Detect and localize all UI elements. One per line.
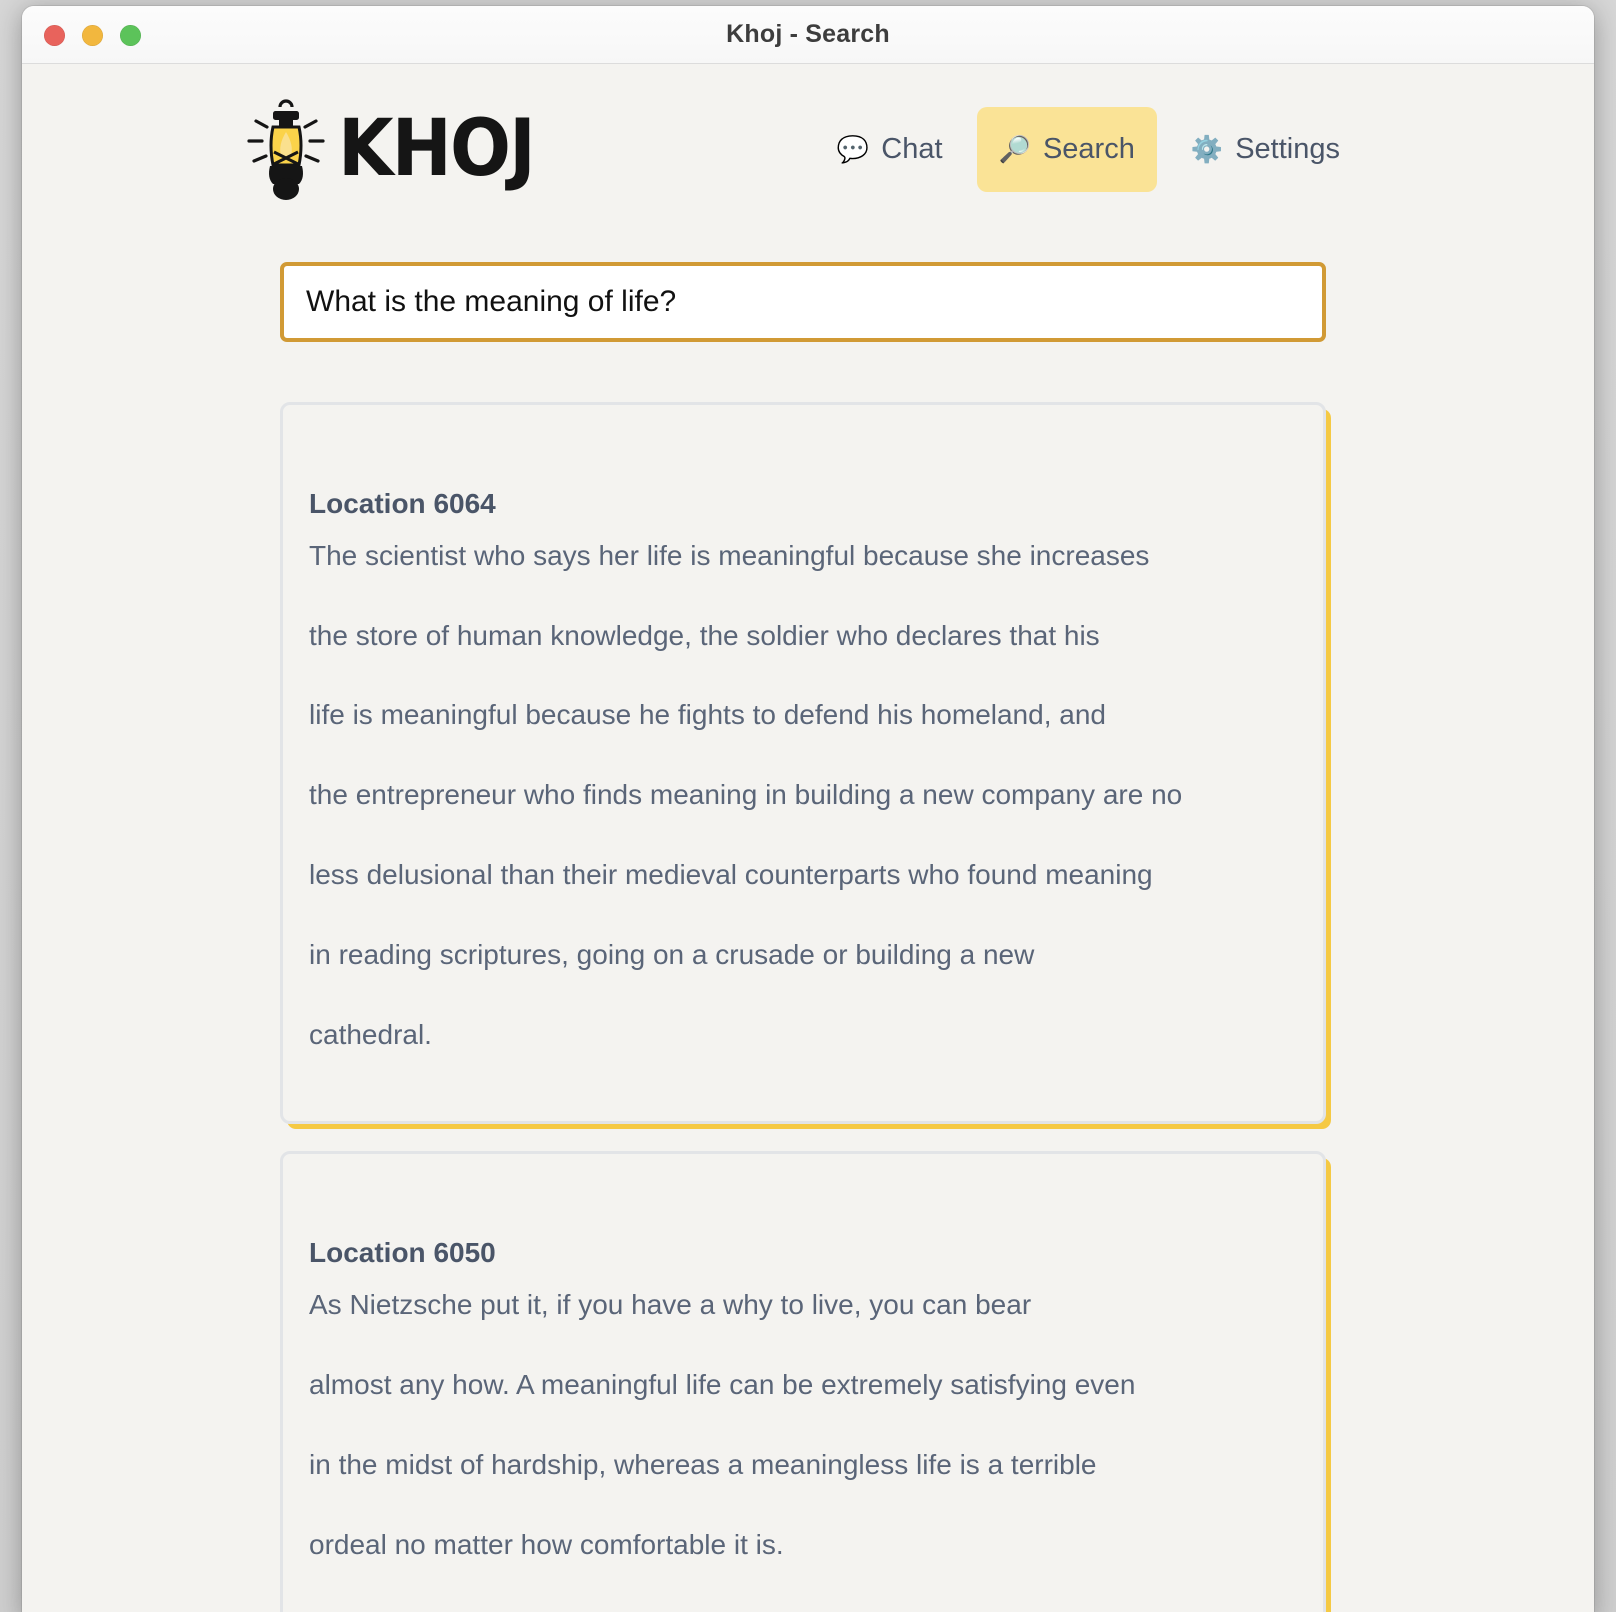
nav-item-settings-label: Settings: [1235, 132, 1340, 165]
chat-bubble-icon: 💬: [836, 134, 870, 164]
search-bar: [22, 204, 1594, 342]
gear-icon: ⚙️: [1190, 134, 1224, 164]
window-title: Khoj - Search: [726, 20, 890, 48]
search-input[interactable]: [280, 262, 1326, 342]
main-nav: 💬 Chat 🔎 Search ⚙️ Settings: [815, 106, 1542, 192]
result-card[interactable]: Location 6064 The scientist who says her …: [280, 402, 1326, 1125]
result-card-line: the store of human knowledge, the soldie…: [309, 619, 1100, 651]
result-card-line: in the midst of hardship, whereas a mean…: [309, 1448, 1097, 1480]
app-header: KHOJ 💬 Chat 🔎 Search ⚙️ Settings: [22, 64, 1594, 204]
result-card-line: ordeal no matter how comfortable it is.: [309, 1528, 784, 1560]
traffic-light-group: [44, 25, 141, 46]
nav-item-settings[interactable]: ⚙️ Settings: [1169, 107, 1362, 192]
window-titlebar: Khoj - Search: [22, 6, 1594, 64]
result-card-line: in reading scriptures, going on a crusad…: [309, 938, 1035, 970]
close-window-button[interactable]: [44, 25, 65, 46]
nav-item-search-label: Search: [1042, 132, 1135, 165]
result-card-line: As Nietzsche put it, if you have a why t…: [309, 1289, 1032, 1321]
result-card-title: Location 6064: [309, 488, 496, 519]
result-card-line: less delusional than their medieval coun…: [309, 858, 1153, 890]
result-card-line: cathedral.: [309, 1018, 432, 1050]
magnifying-glass-icon: 🔎: [998, 134, 1031, 164]
lantern-icon: [247, 99, 325, 200]
brand-wordmark: KHOJ: [338, 104, 536, 194]
maximize-window-button[interactable]: [120, 25, 141, 46]
search-results-list: Location 6064 The scientist who says her …: [22, 342, 1594, 1612]
nav-item-search[interactable]: 🔎 Search: [976, 106, 1157, 192]
result-card-title: Location 6050: [309, 1237, 496, 1269]
app-window: Khoj - Search: [22, 6, 1594, 1612]
minimize-window-button[interactable]: [82, 25, 103, 46]
nav-item-chat-label: Chat: [881, 132, 943, 165]
brand-logo[interactable]: KHOJ: [240, 94, 551, 204]
nav-item-chat[interactable]: 💬 Chat: [815, 107, 965, 192]
result-card[interactable]: Location 6050 As Nietzsche put it, if you…: [280, 1151, 1326, 1612]
result-card-line: life is meaningful because he fights to …: [309, 699, 1106, 731]
result-card-line: The scientist who says her life is meani…: [309, 539, 1150, 571]
result-card-line: almost any how. A meaningful life can be…: [309, 1368, 1136, 1400]
result-card-line: the entrepreneur who finds meaning in bu…: [309, 779, 1183, 811]
app-content: KHOJ 💬 Chat 🔎 Search ⚙️ Settings: [22, 64, 1594, 1612]
